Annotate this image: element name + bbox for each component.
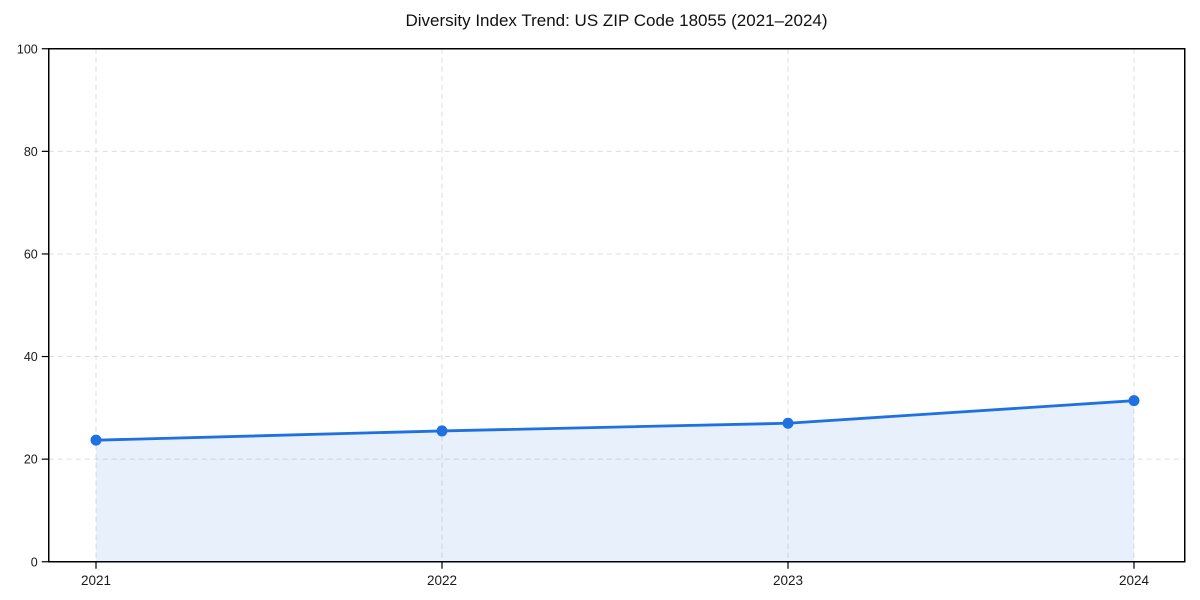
y-axis-tick-label: 0 [31,555,38,569]
data-point-marker [1128,395,1140,407]
y-axis-tick-label: 80 [24,145,38,159]
y-axis-tick-label: 40 [24,350,38,364]
x-axis-tick-label: 2024 [1119,573,1150,588]
data-point-marker [90,434,102,446]
data-point-marker [782,417,794,429]
chart-title: Diversity Index Trend: US ZIP Code 18055… [405,11,828,30]
trend-line [94,399,1136,442]
area-fill [96,400,1134,562]
x-axis-tick-label: 2022 [427,573,457,588]
y-axis-tick-label: 60 [24,247,38,261]
y-axis-tick-label: 100 [17,42,38,56]
x-axis-tick-label: 2023 [773,573,803,588]
plot-border [48,48,1186,563]
data-point-marker [436,425,448,437]
y-axis-tick-label: 20 [24,453,38,467]
x-axis-tick-label: 2021 [81,573,111,588]
